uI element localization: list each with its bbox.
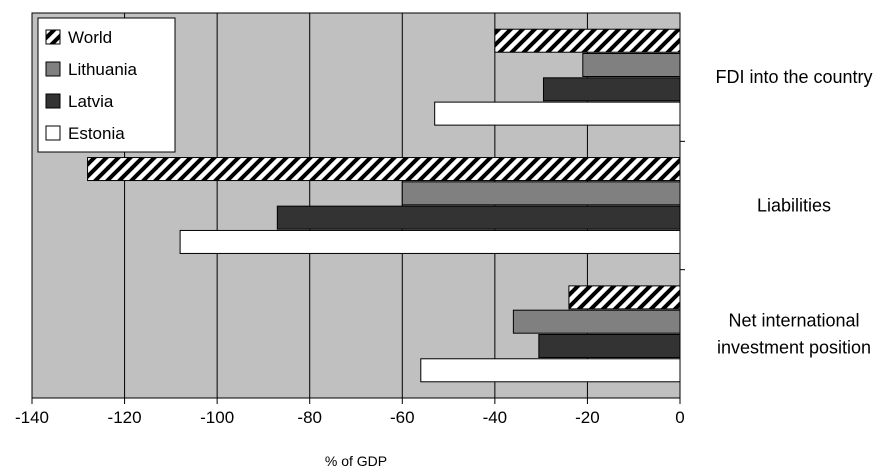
bar (512, 309, 681, 334)
legend-swatch (45, 29, 61, 45)
x-tick-label: -80 (297, 408, 322, 427)
bars (87, 28, 681, 383)
category-label: Net international (728, 310, 859, 330)
x-tick-label: -140 (15, 408, 49, 427)
bar (568, 285, 681, 310)
x-tick-label: 0 (675, 408, 684, 427)
category-labels: FDI into the country Liabilities Net inter… (715, 67, 872, 357)
x-tick-label: -40 (483, 408, 508, 427)
legend-swatch (45, 93, 61, 109)
x-axis: -140 -120 -100 -80 -60 -40 -20 0 (15, 140, 685, 427)
bar (434, 101, 681, 126)
category-label: Liabilities (757, 196, 831, 216)
x-tick-label: -120 (108, 408, 142, 427)
bar (87, 157, 681, 182)
legend-swatch (45, 125, 61, 141)
bar (542, 77, 681, 102)
legend-label: Lithuania (68, 60, 138, 79)
x-tick-label: -60 (390, 408, 415, 427)
category-label: FDI into the country (715, 67, 872, 87)
legend-label: World (68, 28, 112, 47)
bar (420, 358, 681, 383)
x-tick-label: -20 (575, 408, 600, 427)
x-axis-title: % of GDP (325, 453, 387, 469)
bar (276, 205, 681, 230)
legend-label: Estonia (68, 124, 125, 143)
bar (582, 53, 681, 78)
legend-box (37, 17, 176, 153)
bar (179, 229, 681, 254)
bar (538, 333, 681, 358)
x-tick-label: -100 (200, 408, 234, 427)
legend: World Lithuania Latvia Estonia (37, 17, 176, 153)
legend-label: Latvia (68, 92, 114, 111)
bar (401, 181, 681, 206)
bar (494, 28, 681, 53)
category-label: investment position (717, 337, 871, 357)
legend-swatch (45, 61, 61, 77)
